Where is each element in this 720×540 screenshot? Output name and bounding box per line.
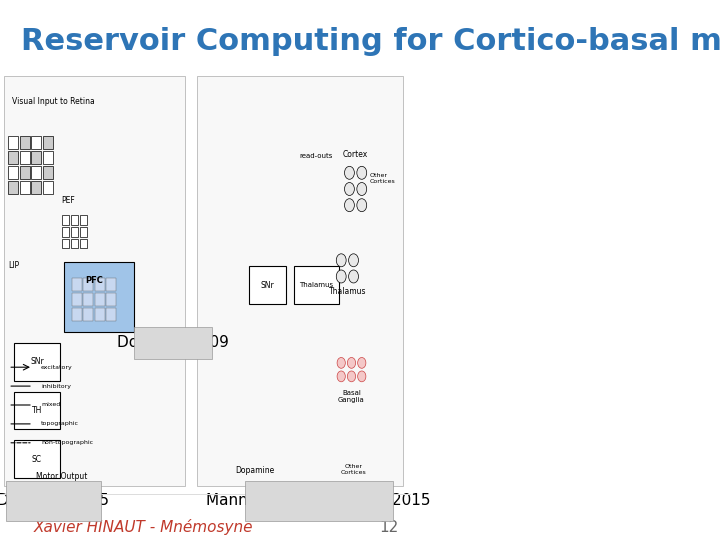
FancyBboxPatch shape <box>14 392 60 429</box>
Circle shape <box>336 254 346 267</box>
Bar <box>8 151 18 164</box>
FancyBboxPatch shape <box>197 76 403 486</box>
Text: Dominey 1995: Dominey 1995 <box>0 494 109 508</box>
Circle shape <box>357 183 366 195</box>
Circle shape <box>344 199 354 212</box>
Circle shape <box>358 357 366 368</box>
Text: SNr: SNr <box>261 281 274 289</box>
Bar <box>84 278 94 291</box>
Text: Reservoir Computing for Cortico-basal modelling: Reservoir Computing for Cortico-basal mo… <box>21 27 720 56</box>
Text: Other
Cortices: Other Cortices <box>370 173 396 184</box>
Bar <box>95 308 105 321</box>
FancyBboxPatch shape <box>14 440 60 478</box>
Bar <box>42 151 53 164</box>
Bar <box>19 151 30 164</box>
Bar <box>80 227 87 237</box>
Bar <box>31 136 41 149</box>
Bar <box>19 166 30 179</box>
Bar <box>62 227 69 237</box>
Text: Dopamine: Dopamine <box>235 466 274 475</box>
Bar <box>8 181 18 194</box>
FancyBboxPatch shape <box>245 481 392 521</box>
Text: Cortex: Cortex <box>343 150 368 159</box>
Bar <box>42 136 53 149</box>
Bar <box>107 278 117 291</box>
Circle shape <box>357 166 366 179</box>
Text: SNr: SNr <box>30 357 44 366</box>
Text: Motor Output: Motor Output <box>36 471 87 481</box>
Text: SC: SC <box>32 455 42 463</box>
Text: excitatory: excitatory <box>41 364 73 370</box>
Circle shape <box>348 270 359 283</box>
Text: Mannella & Baldassarre 2015: Mannella & Baldassarre 2015 <box>207 494 431 508</box>
Circle shape <box>347 371 356 382</box>
Bar <box>71 215 78 225</box>
Text: Thalamus: Thalamus <box>328 287 366 296</box>
Bar <box>84 293 94 306</box>
FancyBboxPatch shape <box>64 262 134 332</box>
Text: topographic: topographic <box>41 421 79 427</box>
Circle shape <box>348 254 359 267</box>
Bar <box>62 239 69 248</box>
Circle shape <box>357 199 366 212</box>
Text: Other
Cortices: Other Cortices <box>341 464 366 475</box>
Bar <box>95 293 105 306</box>
Bar <box>71 227 78 237</box>
Circle shape <box>347 357 356 368</box>
Text: Thalamus: Thalamus <box>300 282 333 288</box>
Text: PFC: PFC <box>86 276 104 285</box>
Bar <box>80 239 87 248</box>
Bar <box>107 308 117 321</box>
Bar <box>42 166 53 179</box>
Text: 12: 12 <box>379 519 399 535</box>
Text: non-topographic: non-topographic <box>41 440 93 445</box>
Text: Xavier HINAUT - Mnémosyne: Xavier HINAUT - Mnémosyne <box>34 518 253 535</box>
Bar <box>72 308 82 321</box>
Circle shape <box>358 371 366 382</box>
Circle shape <box>336 270 346 283</box>
FancyBboxPatch shape <box>0 494 411 495</box>
Circle shape <box>344 183 354 195</box>
Bar <box>84 308 94 321</box>
Text: read-outs: read-outs <box>300 153 333 159</box>
Text: LIP: LIP <box>8 261 19 270</box>
Bar <box>19 181 30 194</box>
Bar <box>31 151 41 164</box>
FancyBboxPatch shape <box>4 76 185 486</box>
Text: inhibitory: inhibitory <box>41 383 71 389</box>
Bar <box>8 166 18 179</box>
Bar <box>72 278 82 291</box>
Bar <box>31 166 41 179</box>
Bar <box>80 215 87 225</box>
Bar <box>8 136 18 149</box>
FancyBboxPatch shape <box>14 343 60 381</box>
Bar <box>95 278 105 291</box>
Text: Basal
Ganglia: Basal Ganglia <box>338 390 365 403</box>
FancyBboxPatch shape <box>134 327 212 359</box>
Text: PEF: PEF <box>62 196 76 205</box>
FancyBboxPatch shape <box>6 481 101 521</box>
FancyBboxPatch shape <box>294 266 339 304</box>
Circle shape <box>337 357 346 368</box>
Bar <box>107 293 117 306</box>
Text: Visual Input to Retina: Visual Input to Retina <box>12 97 95 106</box>
Bar <box>42 181 53 194</box>
FancyBboxPatch shape <box>248 266 286 304</box>
Text: mixed: mixed <box>41 402 60 408</box>
Bar <box>31 181 41 194</box>
Circle shape <box>337 371 346 382</box>
Circle shape <box>344 166 354 179</box>
Bar <box>19 136 30 149</box>
Bar <box>62 215 69 225</box>
Bar <box>71 239 78 248</box>
Text: TH: TH <box>32 406 42 415</box>
Bar <box>72 293 82 306</box>
Text: Dominey 2009: Dominey 2009 <box>117 335 228 350</box>
